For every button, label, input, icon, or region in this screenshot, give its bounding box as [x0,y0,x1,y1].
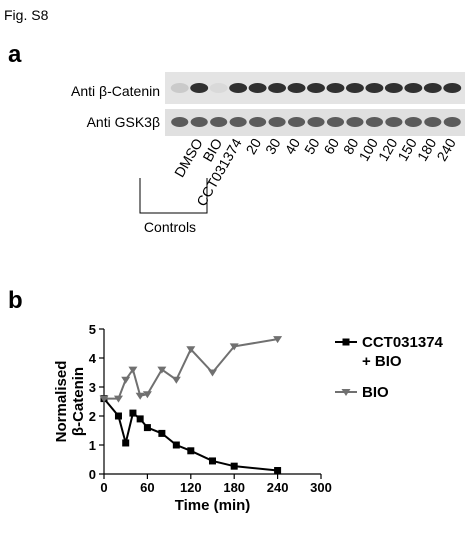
marker [157,366,167,374]
blot-bands [170,83,462,127]
x-tick-label: 300 [310,480,332,495]
marker [128,366,138,374]
legend-marker [342,338,350,346]
controls-bracket [139,178,208,214]
legend-marker [341,389,351,396]
band [307,83,325,93]
marker [99,395,109,403]
legend-label: BIO [362,384,389,401]
band [307,117,325,127]
band [170,83,189,93]
marker [142,391,152,399]
band [346,117,364,127]
band [326,117,345,127]
marker [230,462,238,470]
marker [208,369,217,377]
band [404,117,422,127]
x-tick-label: 180 [223,480,245,495]
lane-label: 60 [320,135,342,157]
band [210,117,228,127]
band [229,83,248,93]
lane-label: 40 [281,135,303,157]
band [190,83,209,93]
series-line [104,338,278,400]
band [365,83,384,93]
band [171,117,189,127]
marker [273,336,283,344]
x-tick-label: 240 [267,480,289,495]
y-tick-label: 4 [89,351,97,366]
band [326,83,345,93]
panel-label: b [8,287,23,314]
band [384,83,403,93]
marker [229,343,239,351]
marker [209,457,216,465]
lane-label: 80 [340,135,362,157]
band [249,117,267,127]
y-tick-label: 1 [89,438,96,453]
marker [113,395,123,403]
marker [187,447,195,455]
chart: 0 1 2 3 4 5 0 60 120 180 240 300 Time (min) Normalise… [53,322,444,514]
marker [143,424,151,432]
y-tick-label: 2 [89,409,96,424]
band [287,117,306,127]
group-label: Controls [144,219,196,235]
y-tick-label: 5 [89,322,96,337]
band [385,117,403,127]
x-axis-title: Time (min) [175,497,251,514]
band [190,117,208,127]
legend-label: CCT031374 + BIO [362,334,444,370]
marker [172,441,180,449]
band [268,117,286,127]
blot-row-label: Anti β-Catenin [71,83,160,99]
band [248,83,267,93]
x-tick-label: 60 [140,480,154,495]
band [424,117,442,127]
blot-row-label: Anti GSK3β [87,114,160,130]
band [443,117,461,127]
x-tick-label: 0 [100,480,107,495]
x-tick-label: 120 [180,480,202,495]
y-tick-label: 0 [89,467,96,482]
marker [122,439,130,447]
panel-label: a [8,41,22,68]
marker [158,429,166,437]
band [268,83,287,93]
band [365,117,383,127]
marker [186,346,196,354]
lane-label: 50 [301,135,323,157]
marker [114,412,122,420]
lane-label: 20 [243,135,265,157]
band [287,83,306,93]
y-axis-title: Normalisedβ-Catenin [53,361,87,443]
band [229,117,247,127]
marker [121,376,131,384]
band [209,83,228,93]
marker [129,409,137,417]
band [443,83,462,93]
figure-label: Fig. S8 [4,7,49,23]
marker [274,467,282,475]
marker [136,415,144,423]
band [345,83,364,93]
marker [135,392,145,400]
marker [171,376,181,384]
lane-label: 30 [262,135,284,157]
band [423,83,442,93]
series-line [103,397,278,472]
band [404,83,423,93]
y-tick-label: 3 [89,380,96,395]
